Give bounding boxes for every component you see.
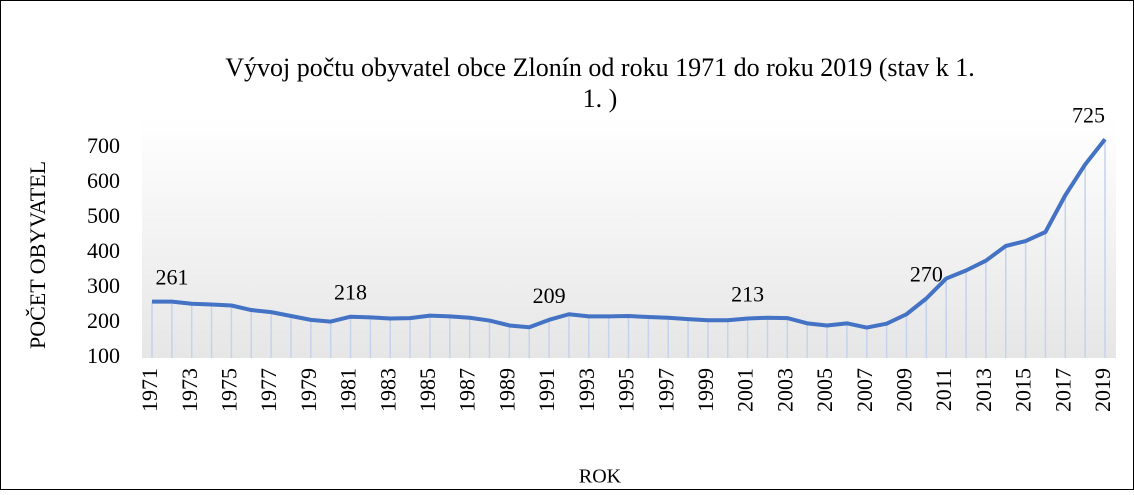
y-axis-label: POČET OBYVATEL [25,161,50,349]
data-label: 261 [156,265,189,290]
x-tick-label: 1983 [375,368,400,412]
y-tick-label: 500 [87,203,120,228]
y-tick-label: 400 [87,238,120,263]
data-label: 209 [533,283,566,308]
data-label: 213 [731,281,764,306]
x-tick-label: 1981 [336,368,361,412]
y-tick-label: 100 [87,343,120,368]
x-tick-label: 2003 [772,368,797,412]
x-tick-label: 1973 [177,368,202,412]
x-tick-label: 2005 [812,368,837,412]
y-tick-label: 300 [87,273,120,298]
x-tick-label: 2009 [892,368,917,412]
x-tick-label: 2001 [733,368,758,412]
x-axis-label: ROK [579,466,622,488]
y-tick-label: 700 [87,133,120,158]
x-tick-label: 1997 [653,368,678,412]
x-tick-label: 2011 [931,368,956,411]
x-tick-label: 1979 [296,368,321,412]
y-tick-label: 600 [87,168,120,193]
series-line [152,138,1107,330]
x-tick-label: 1987 [455,368,480,412]
x-tick-label: 1999 [693,368,718,412]
x-tick-label: 2017 [1050,368,1075,412]
x-tick-label: 1989 [494,368,519,412]
x-tick-label: 2019 [1090,368,1115,412]
x-tick-label: 1995 [614,368,639,412]
x-tick-label: 1977 [256,368,281,412]
x-tick-label: 1991 [534,368,559,412]
data-label: 270 [910,262,943,287]
chart-title: Vývoj počtu obyvatel obce Zlonín od roku… [225,53,975,113]
x-tick-label: 1993 [574,368,599,412]
x-tick-label: 2013 [971,368,996,412]
data-label: 725 [1072,102,1105,127]
x-tick-label: 1971 [137,368,162,412]
y-tick-label: 200 [87,308,120,333]
x-tick-label: 1985 [415,368,440,412]
x-tick-label: 2015 [1011,368,1036,412]
data-label: 218 [334,280,367,305]
x-tick-label: 2007 [852,368,877,412]
x-tick-label: 1975 [216,368,241,412]
